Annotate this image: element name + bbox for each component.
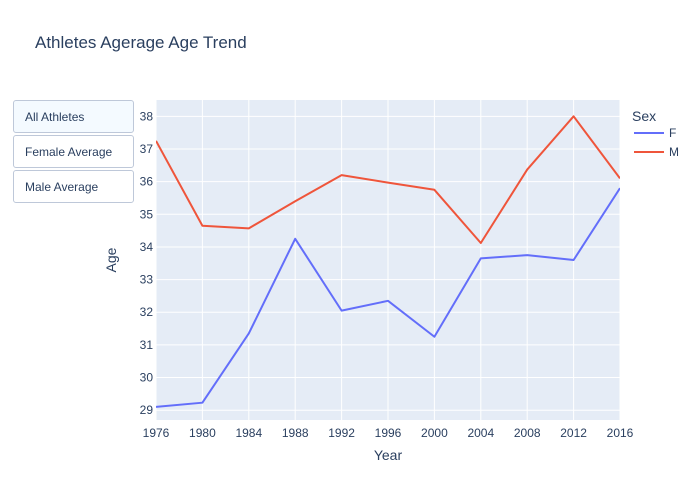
y-tick-label: 34 — [140, 240, 154, 254]
chart-title: Athletes Agerage Age Trend — [35, 33, 247, 52]
y-tick-label: 29 — [140, 403, 154, 417]
y-tick-label: 32 — [140, 305, 154, 319]
female-average-button[interactable]: Female Average — [13, 135, 134, 168]
all-athletes-button[interactable]: All Athletes — [13, 100, 134, 133]
x-tick-label: 1984 — [235, 426, 262, 440]
x-tick-label: 1976 — [143, 426, 170, 440]
male-average-button[interactable]: Male Average — [13, 170, 134, 203]
x-tick-label: 2000 — [421, 426, 448, 440]
y-tick-label: 36 — [140, 175, 154, 189]
series-line-m — [156, 115, 620, 245]
legend-label-f[interactable]: F — [669, 126, 676, 140]
x-tick-label: 1988 — [282, 426, 309, 440]
y-tick-label: 35 — [140, 207, 154, 221]
legend-title: Sex — [632, 108, 656, 124]
y-tick-label: 31 — [140, 338, 154, 352]
y-tick-label: 33 — [140, 273, 154, 287]
y-tick-label: 38 — [140, 109, 154, 123]
x-tick-label: 1980 — [189, 426, 216, 440]
filter-button-group: All Athletes Female Average Male Average — [13, 100, 134, 205]
x-tick-label: 2016 — [607, 426, 634, 440]
y-axis-title: Age — [103, 247, 119, 272]
y-tick-label: 37 — [140, 142, 154, 156]
x-tick-label: 2008 — [514, 426, 541, 440]
x-axis-title: Year — [374, 447, 403, 463]
x-tick-label: 1992 — [328, 426, 355, 440]
x-tick-label: 1996 — [375, 426, 402, 440]
x-tick-label: 2004 — [467, 426, 494, 440]
y-tick-label: 30 — [140, 371, 154, 385]
series-line-f — [156, 187, 620, 408]
legend-label-m[interactable]: M — [669, 145, 679, 159]
x-tick-label: 2012 — [560, 426, 587, 440]
